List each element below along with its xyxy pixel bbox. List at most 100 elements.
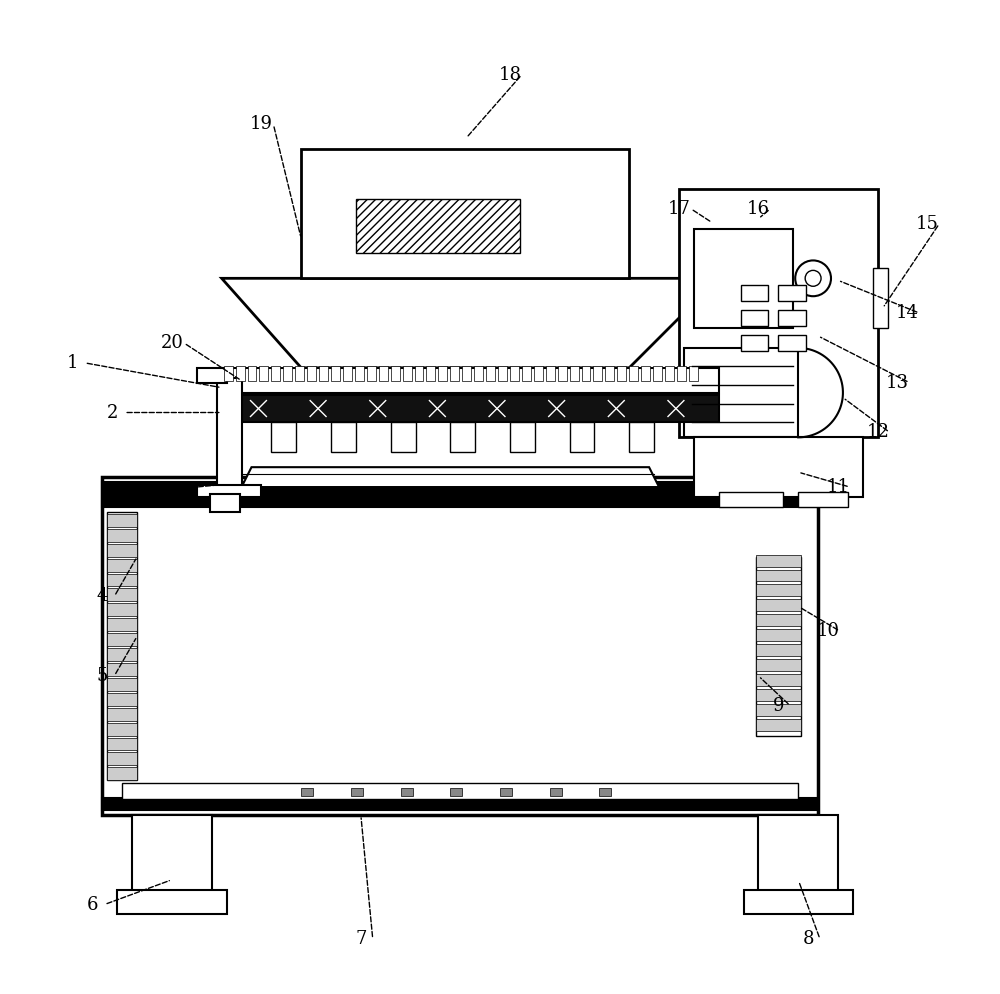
Bar [510,366,519,381]
Bar [778,335,806,351]
Bar [355,366,364,381]
Bar [629,366,638,381]
Bar [756,644,801,656]
Text: 9: 9 [773,697,784,715]
Bar [438,366,447,381]
Bar [107,752,137,765]
Bar [271,366,280,381]
Bar [450,422,475,452]
Bar [570,422,594,452]
Text: 20: 20 [161,334,183,352]
Bar [679,189,878,437]
Bar [283,366,292,381]
Text: 7: 7 [355,930,367,948]
Bar [107,693,137,706]
Bar [741,310,768,326]
Text: 2: 2 [107,404,118,421]
Bar [107,708,137,721]
Text: 13: 13 [886,374,909,392]
Bar [102,477,818,815]
Text: 16: 16 [747,200,770,218]
Bar [391,422,416,452]
Bar [617,366,626,381]
Text: 10: 10 [817,622,840,640]
Bar [107,738,137,750]
Bar [107,544,137,557]
Bar [331,422,356,452]
Bar [741,285,768,301]
Bar [107,723,137,736]
Bar [756,614,801,626]
Text: 17: 17 [667,200,690,218]
Text: 19: 19 [250,115,273,133]
Text: 1: 1 [67,354,78,372]
Bar [450,788,462,796]
Bar [641,366,650,381]
Bar [222,395,719,422]
Text: 12: 12 [866,423,889,441]
Bar [107,633,137,646]
Bar [756,659,801,671]
Bar [510,422,535,452]
Text: 6: 6 [87,896,98,913]
Bar [356,199,520,253]
Bar [107,574,137,586]
Bar [107,514,137,527]
Bar [107,663,137,676]
Bar [665,366,674,381]
Bar [756,674,801,686]
Bar [605,366,614,381]
Bar [351,788,363,796]
Bar [758,815,838,895]
Bar [107,648,137,661]
Bar [197,368,227,383]
Bar [756,629,801,641]
Bar [694,437,863,497]
Bar [778,310,806,326]
Bar [107,559,137,572]
Bar [582,366,590,381]
Bar [102,798,818,810]
Bar [558,366,567,381]
Bar [307,366,316,381]
Bar [367,366,376,381]
Bar [132,815,212,895]
Bar [756,570,801,581]
Bar [391,366,400,381]
Bar [653,366,662,381]
Bar [210,494,240,512]
Bar [401,788,413,796]
Bar [343,366,352,381]
Bar [117,890,227,914]
Bar [107,512,137,780]
Bar [379,366,388,381]
Bar [107,618,137,631]
Bar [301,149,629,278]
Bar [222,368,719,393]
Bar [756,557,801,736]
Circle shape [795,260,831,296]
Bar [107,767,137,780]
Bar [570,366,579,381]
Bar [224,366,233,381]
Bar [744,890,853,914]
Bar [756,584,801,596]
Bar [593,366,602,381]
Bar [107,603,137,616]
Bar [719,492,783,507]
Bar [236,366,245,381]
Bar [546,366,555,381]
Text: 3: 3 [126,483,138,501]
Bar [522,366,531,381]
Bar [486,366,495,381]
Bar [873,268,888,328]
Bar [319,366,328,381]
Bar [756,689,801,701]
Bar [426,366,435,381]
Bar [122,783,798,799]
Bar [550,788,562,796]
Bar [403,366,412,381]
Polygon shape [684,348,798,437]
Bar [102,482,818,507]
Bar [301,788,313,796]
